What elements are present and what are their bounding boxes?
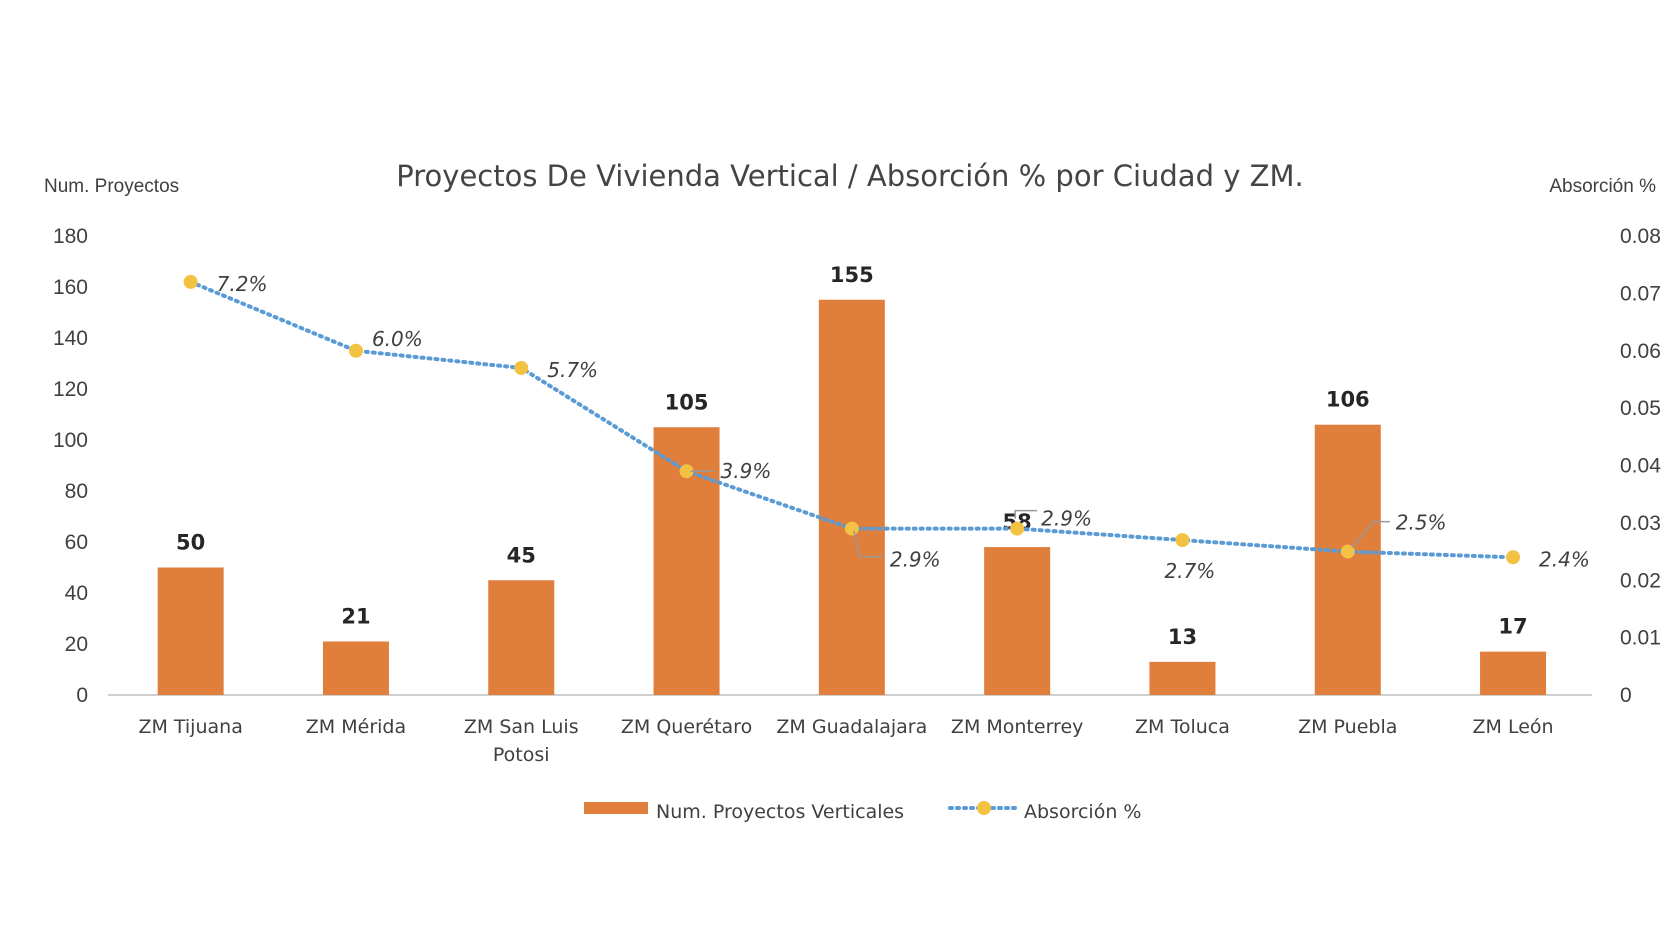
absorption-marker (1506, 550, 1521, 565)
category-label: ZM Mérida (306, 716, 406, 738)
right-tick-label: 0 (1620, 684, 1632, 707)
category-label: ZM San Luis (464, 716, 579, 738)
category-label: ZM Monterrey (951, 716, 1083, 738)
bar (157, 567, 224, 695)
left-tick-label: 80 (65, 480, 88, 503)
left-tick-label: 100 (53, 429, 88, 452)
absorption-marker (844, 521, 859, 536)
category-label: ZM Puebla (1298, 716, 1397, 738)
absorption-marker (1340, 544, 1355, 559)
bar (1149, 661, 1216, 695)
category-label: ZM Toluca (1135, 716, 1230, 738)
bar (818, 299, 885, 695)
bar-series (157, 299, 1547, 695)
legend-line-marker (977, 801, 991, 815)
left-axis-title: Num. Proyectos (44, 176, 179, 197)
right-tick-label: 0.04 (1620, 455, 1661, 478)
absorption-marker (679, 464, 694, 479)
right-tick-label: 0.07 (1620, 282, 1661, 305)
right-axis: 0 0.01 0.02 0.03 0.04 0.05 0.06 0.07 0.08 (1620, 225, 1661, 707)
bar-value-label: 50 (176, 531, 205, 555)
bar (984, 547, 1051, 695)
bar-value-label: 13 (1168, 625, 1197, 649)
absorption-marker (183, 274, 198, 289)
legend: Num. Proyectos Verticales Absorción % (584, 801, 1141, 823)
bar-value-label: 17 (1498, 615, 1527, 639)
absorption-value-label: 3.9% (721, 459, 772, 483)
left-tick-label: 180 (53, 225, 88, 248)
left-tick-label: 160 (53, 276, 88, 299)
bar-value-label: 155 (830, 263, 874, 287)
right-axis-title: Absorción % (1549, 176, 1656, 197)
bar (1480, 651, 1547, 695)
right-tick-label: 0.03 (1620, 512, 1661, 535)
bar-value-label: 21 (341, 604, 370, 628)
chart-title: Proyectos De Vivienda Vertical / Absorci… (396, 159, 1303, 193)
left-tick-label: 40 (65, 582, 88, 605)
absorption-value-label: 2.7% (1164, 559, 1215, 583)
category-label: ZM León (1473, 716, 1554, 738)
absorption-value-label: 7.2% (217, 272, 268, 296)
left-tick-label: 20 (65, 633, 88, 656)
category-label: ZM Guadalajara (776, 716, 927, 738)
line-data-labels: 7.2% 6.0% 5.7% 3.9% 2.9% 2.9% 2.7% 2.5% 2.4% (217, 272, 1590, 583)
bar-value-label: 106 (1326, 388, 1370, 412)
legend-bar-label: Num. Proyectos Verticales (656, 801, 904, 823)
category-label: ZM Querétaro (621, 716, 752, 738)
legend-bar-swatch (584, 802, 648, 814)
leader-line (853, 530, 882, 558)
left-tick-label: 0 (76, 684, 88, 707)
absorption-value-label: 2.4% (1539, 547, 1590, 571)
right-tick-label: 0.02 (1620, 569, 1661, 592)
x-axis-categories: ZM Tijuana ZM Mérida ZM San Luis Potosi ZM Q… (138, 716, 1553, 766)
legend-line-label: Absorción % (1024, 801, 1141, 823)
category-label: ZM Tijuana (138, 716, 242, 738)
bar (322, 641, 389, 695)
left-tick-label: 120 (53, 378, 88, 401)
bar-value-label: 45 (507, 543, 536, 567)
absorption-value-label: 5.7% (547, 358, 598, 382)
absorption-marker (348, 343, 363, 358)
leader-line (1014, 509, 1038, 519)
category-label: Potosi (493, 744, 550, 766)
bar-data-labels: 502145105155581310617 (176, 263, 1528, 649)
absorption-value-label: 6.0% (372, 327, 423, 351)
right-tick-label: 0.08 (1620, 225, 1661, 248)
right-tick-label: 0.06 (1620, 340, 1661, 363)
bar (488, 580, 555, 695)
line-series (183, 274, 1521, 565)
absorption-marker (1010, 521, 1025, 536)
left-tick-label: 140 (53, 327, 88, 350)
left-tick-label: 60 (65, 531, 88, 554)
absorption-value-label: 2.9% (1041, 507, 1092, 531)
absorption-marker (1175, 533, 1190, 548)
right-tick-label: 0.05 (1620, 397, 1661, 420)
absorption-value-label: 2.9% (890, 548, 941, 572)
leader-line (1351, 520, 1390, 549)
bar (1314, 424, 1381, 695)
left-axis: 0 20 40 60 80 100 120 140 160 180 (53, 225, 88, 707)
absorption-value-label: 2.5% (1396, 511, 1447, 535)
bar-value-label: 105 (665, 390, 709, 414)
right-tick-label: 0.01 (1620, 627, 1661, 650)
absorption-marker (514, 360, 529, 375)
